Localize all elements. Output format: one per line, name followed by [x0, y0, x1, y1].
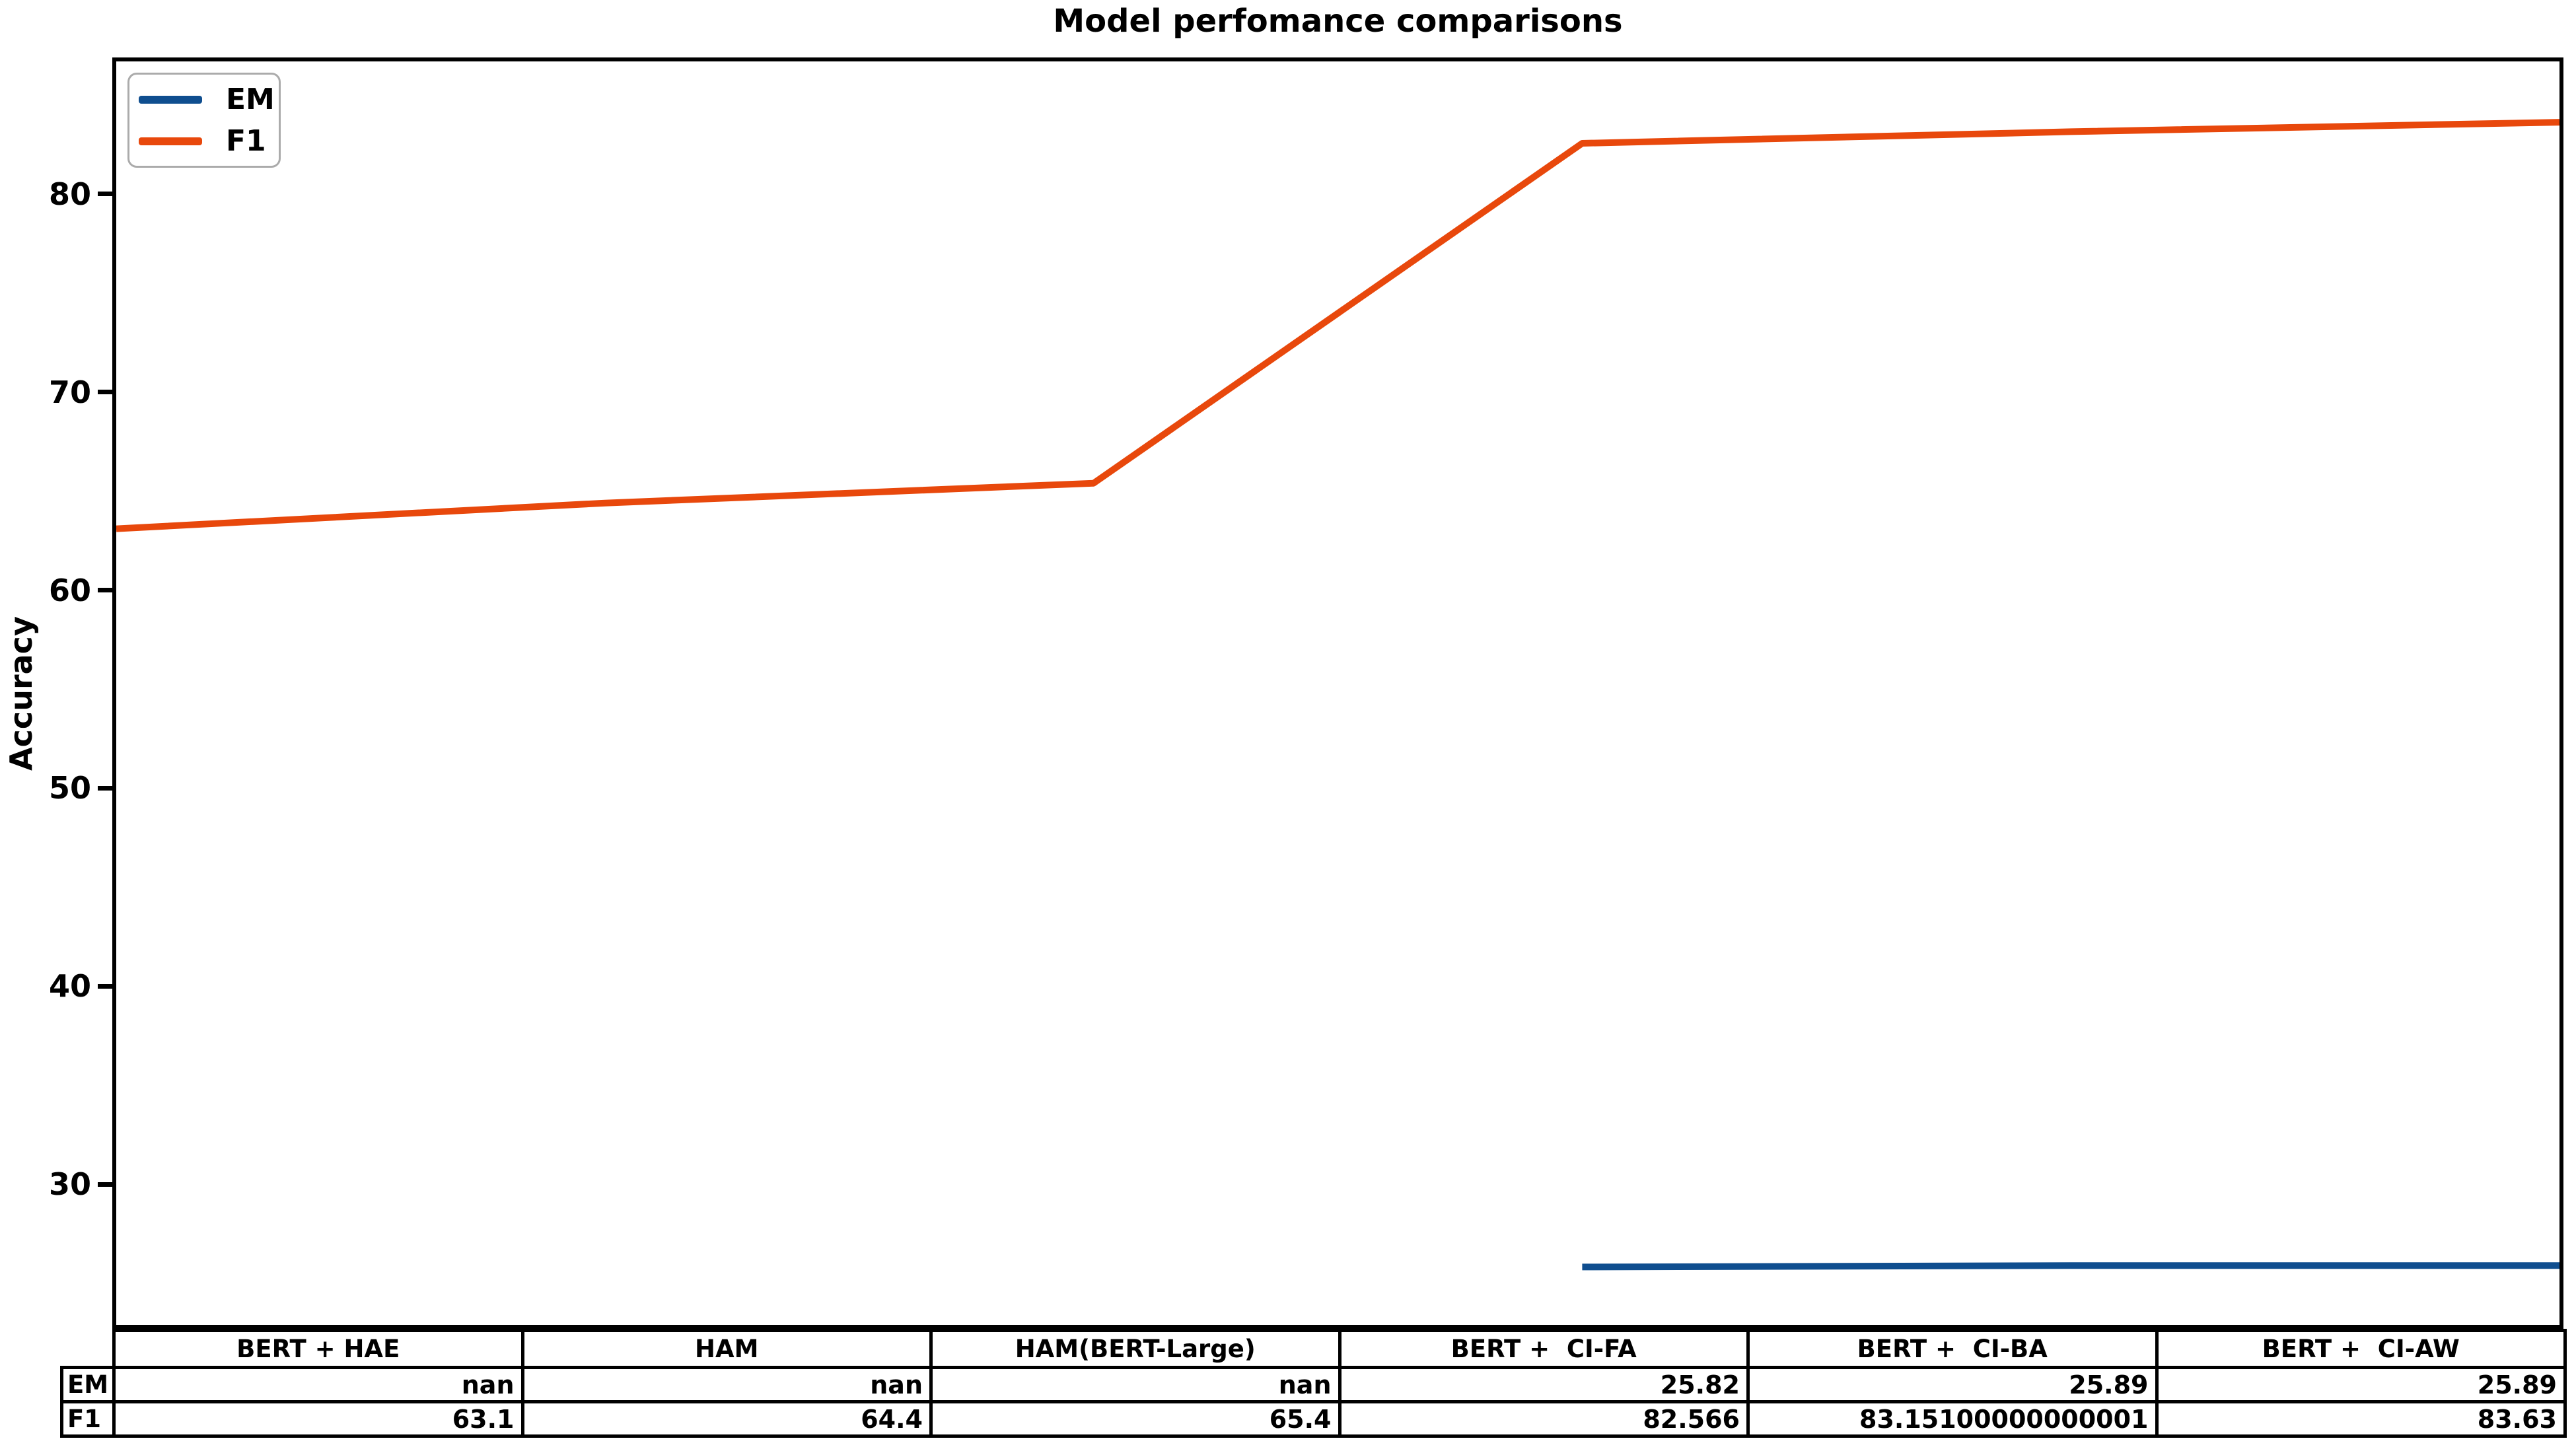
table-row-em: EM nan nan nan 25.82 25.89 25.89: [60, 1366, 2567, 1403]
table-cell-value: nan: [929, 1366, 1342, 1403]
table-cell-value: 25.89: [2155, 1366, 2567, 1403]
table-col-header: HAM(BERT-Large): [929, 1329, 1342, 1369]
y-tick-mark: [98, 983, 112, 989]
series-line-f1: [116, 119, 2559, 532]
table-cell-value: 63.1: [112, 1400, 524, 1438]
y-tick-label: 70: [48, 374, 91, 410]
series-line-em: [1582, 1262, 2559, 1271]
table-col-header: HAM: [520, 1329, 933, 1369]
table-cell-value: 83.63: [2155, 1400, 2567, 1438]
table-cell-value: 64.4: [520, 1400, 933, 1438]
table-cell-value: 83.15100000000001: [1746, 1400, 2159, 1438]
table-row-label: EM: [60, 1366, 116, 1403]
table-cell-value: nan: [112, 1366, 524, 1403]
y-tick-mark: [98, 588, 112, 593]
table-col-header: BERT + CI-BA: [1746, 1329, 2159, 1369]
table-cell-value: 65.4: [929, 1400, 1342, 1438]
legend-label: F1: [226, 124, 266, 158]
legend-entry-em: EM: [139, 80, 275, 120]
table-cell-value: 25.89: [1746, 1366, 2159, 1403]
table-row-f1: F1 63.1 64.4 65.4 82.566 83.15100000000001 83.…: [60, 1400, 2567, 1438]
legend-line-icon: [139, 137, 202, 145]
y-axis-label: Accuracy: [3, 616, 39, 771]
y-tick-label: 60: [48, 572, 91, 608]
table-cell-value: 25.82: [1338, 1366, 1750, 1403]
table-col-header: BERT + HAE: [112, 1329, 524, 1369]
table-cell-value: 82.566: [1338, 1400, 1750, 1438]
table-corner-blank: [62, 1331, 114, 1368]
table-cell-value: nan: [520, 1366, 933, 1403]
y-tick-mark: [98, 192, 112, 197]
table-col-header: BERT + CI-FA: [1338, 1329, 1750, 1369]
legend-label: EM: [226, 83, 275, 116]
y-tick-label: 30: [48, 1166, 91, 1203]
chart-title: Model perfomance comparisons: [1053, 3, 1623, 40]
y-tick-label: 40: [48, 968, 91, 1005]
y-tick-mark: [98, 390, 112, 395]
data-table: BERT + HAE HAM HAM(BERT-Large) BERT + CI-FA…: [60, 1329, 2567, 1438]
y-tick-label: 50: [48, 770, 91, 806]
y-tick-mark: [98, 785, 112, 791]
table-row-label: F1: [60, 1400, 116, 1438]
legend: EM F1: [127, 73, 281, 168]
legend-entry-f1: F1: [139, 122, 269, 161]
y-tick-label: 80: [48, 176, 91, 212]
y-tick-mark: [98, 1182, 112, 1187]
legend-line-icon: [139, 95, 202, 104]
plot-area: EM F1: [112, 57, 2563, 1329]
table-col-header: BERT + CI-AW: [2155, 1329, 2567, 1369]
chart-lines: [116, 119, 2559, 1271]
data-table-wrap: BERT + HAE HAM HAM(BERT-Large) BERT + CI-FA…: [60, 1329, 2567, 1438]
